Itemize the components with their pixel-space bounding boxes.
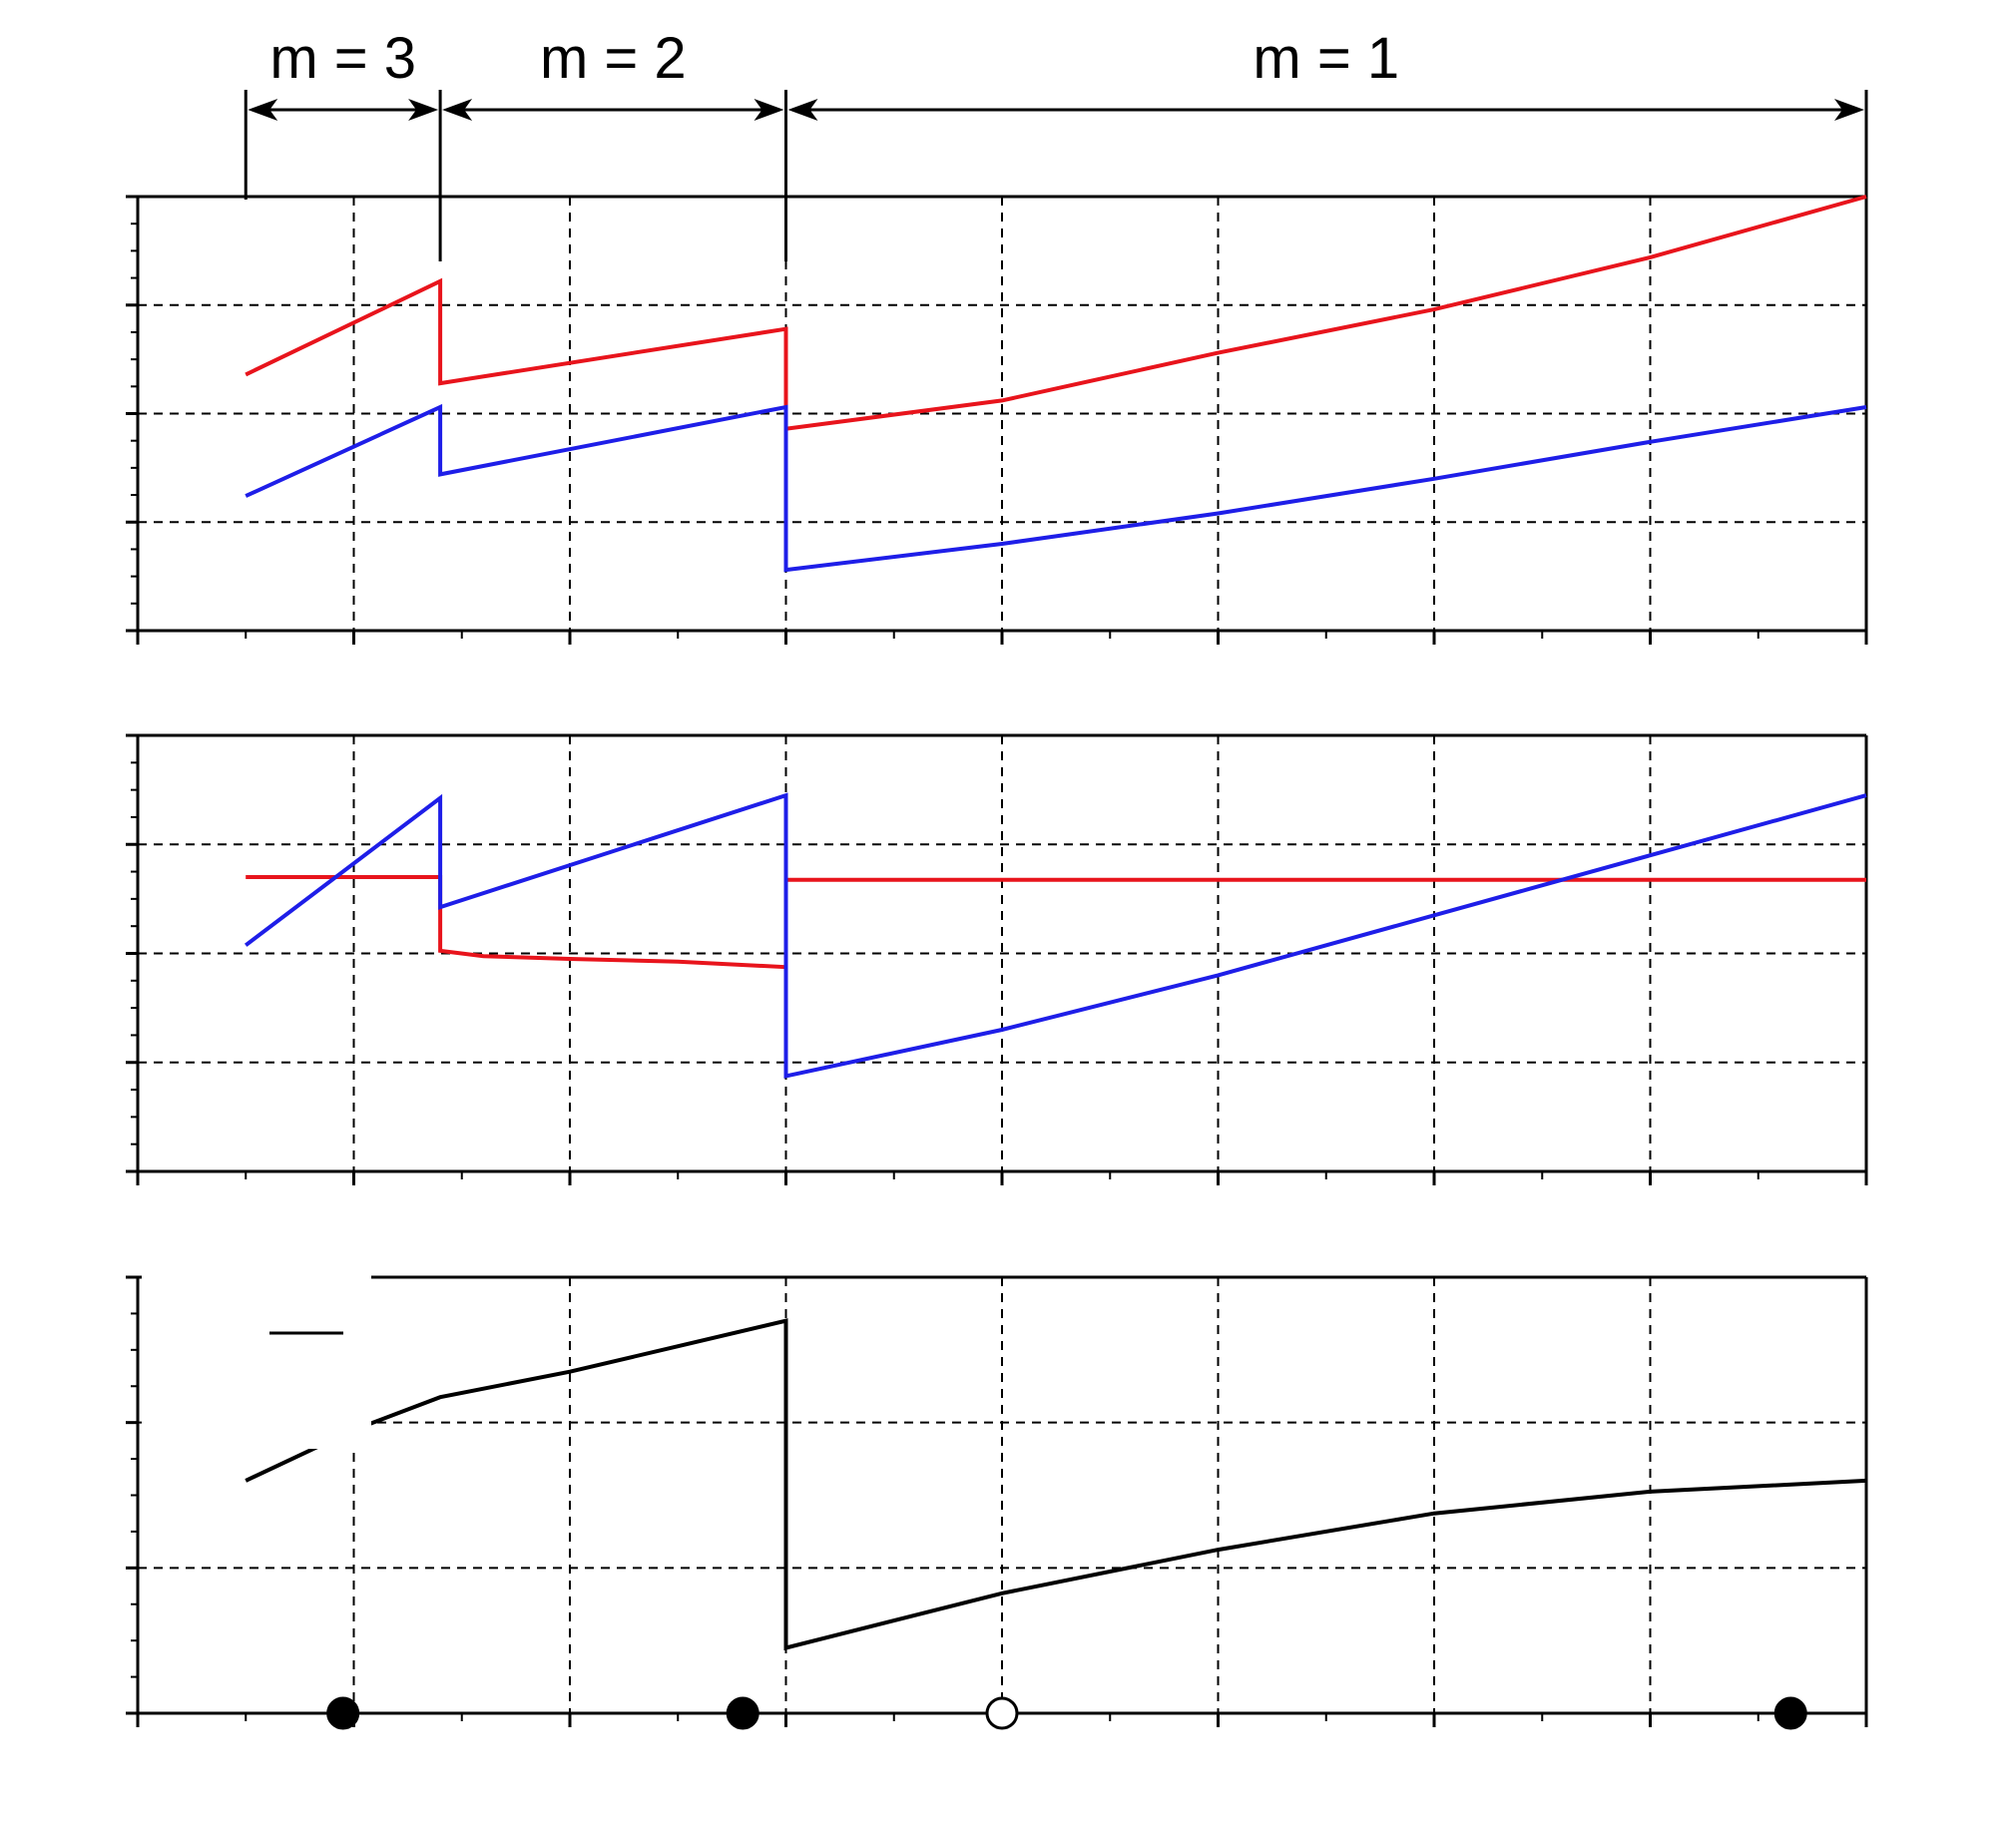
operating-regions: m = 3 m = 2 m = 1 [244,26,1868,261]
region-arrowhead-left [248,99,278,121]
region-label: m = 3 [269,26,416,91]
region-label: m = 2 [540,26,687,91]
series-line-Id [244,792,1867,1079]
operating-point-marker-B [726,1696,759,1730]
current-panel [126,733,1868,1185]
region-arrowhead-right [408,99,439,121]
region-arrowhead-left [442,99,473,121]
series-line-P2 [245,403,1867,573]
series-line-P1 [245,195,1867,431]
formula-background [142,1259,371,1449]
power-panel [126,195,1868,645]
region-arrowhead-left [787,99,818,121]
region-arrowhead-right [754,99,784,121]
region-arrowhead-right [1834,99,1864,121]
efficiency-panel [126,1259,1868,1730]
series-line-η [245,1318,1867,1651]
operating-point-marker-D [985,1696,1019,1730]
region-label: m = 1 [1253,26,1399,91]
operating-point-marker-A [326,1696,360,1730]
operating-point-marker-C [1773,1696,1807,1730]
